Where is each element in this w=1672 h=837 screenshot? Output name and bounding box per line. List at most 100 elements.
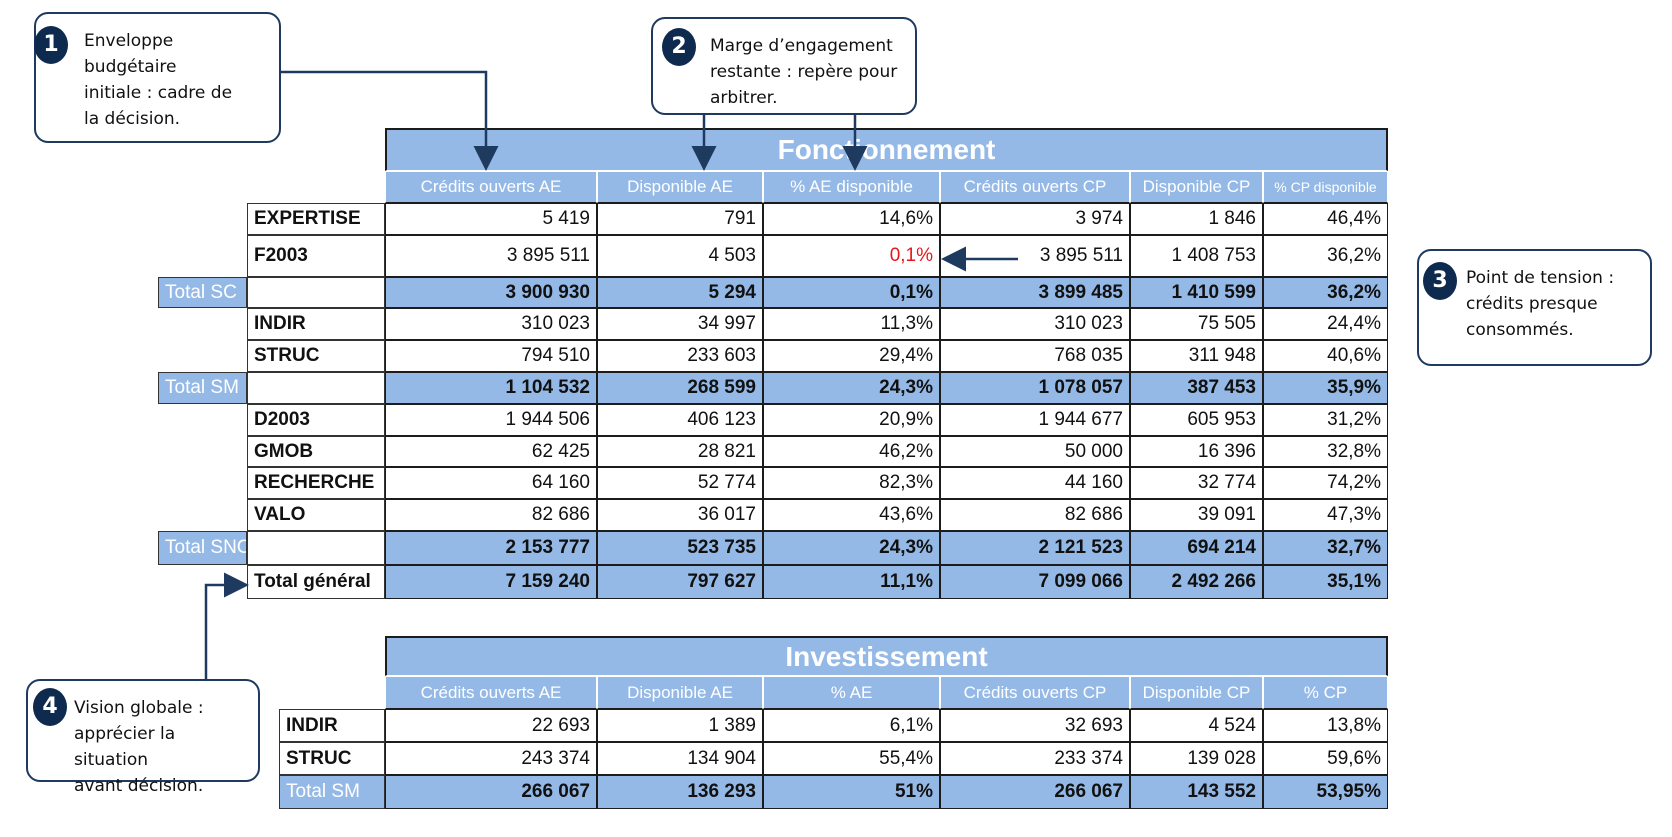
value-cell: 311 948: [1130, 340, 1263, 372]
value-cell: 2 153 777: [385, 531, 597, 565]
value-cell: 22 693: [385, 709, 597, 742]
value-cell: 59,6%: [1263, 742, 1388, 775]
value-cell: 32,7%: [1263, 531, 1388, 565]
row-label: INDIR: [279, 709, 385, 742]
value-cell: 139 028: [1130, 742, 1263, 775]
value-cell: 1 408 753: [1130, 235, 1263, 277]
label-cell: [247, 372, 385, 404]
table-title: Investissement: [385, 636, 1388, 676]
column-header: Disponible CP: [1130, 171, 1263, 203]
column-header: Crédits ouverts CP: [940, 171, 1130, 203]
value-cell: 136 293: [597, 775, 763, 809]
table-title: Fonctionnement: [385, 128, 1388, 171]
callout-number: 3: [1423, 262, 1457, 300]
value-cell: 143 552: [1130, 775, 1263, 809]
callout-text: initiale : cadre de: [84, 83, 233, 103]
column-header: % CP disponible: [1263, 171, 1388, 203]
value-cell: 47,3%: [1263, 499, 1388, 531]
value-cell: 266 067: [940, 775, 1130, 809]
label-cell: [247, 277, 385, 308]
value-cell: 3 899 485: [940, 277, 1130, 308]
value-cell: 11,3%: [763, 308, 940, 340]
value-cell: 797 627: [597, 565, 763, 599]
callout-text: crédits presque: [1466, 294, 1598, 314]
value-cell: 2 121 523: [940, 531, 1130, 565]
value-cell: 5 419: [385, 203, 597, 235]
value-cell: 1 846: [1130, 203, 1263, 235]
value-cell: 4 503: [597, 235, 763, 277]
callout-number: 2: [662, 28, 696, 66]
callout-text: apprécier la situation: [74, 724, 176, 770]
callout-text: Vision globale :: [74, 698, 204, 718]
callout: Vision globale : apprécier la situation av…: [26, 679, 260, 796]
value-cell: 46,2%: [763, 436, 940, 467]
value-cell: 24,3%: [763, 531, 940, 565]
label-cell: [247, 531, 385, 565]
row-label: EXPERTISE: [247, 203, 385, 235]
value-cell: 74,2%: [1263, 467, 1388, 499]
value-cell: 3 895 511: [385, 235, 597, 277]
value-cell: 387 453: [1130, 372, 1263, 404]
value-cell: 20,9%: [763, 404, 940, 436]
value-cell: 82 686: [940, 499, 1130, 531]
value-cell: 0,1%: [763, 277, 940, 308]
value-cell: 523 735: [597, 531, 763, 565]
value-cell: 2 492 266: [1130, 565, 1263, 599]
arrow: [204, 572, 249, 679]
value-cell: 233 603: [597, 340, 763, 372]
value-cell: 50 000: [940, 436, 1130, 467]
callout-text: Point de tension :: [1466, 268, 1615, 288]
value-cell: 53,95%: [1263, 775, 1388, 809]
value-cell: 32,8%: [1263, 436, 1388, 467]
column-header: % AE: [763, 676, 940, 709]
callout-text: avant décision.: [74, 776, 204, 796]
value-cell: 13,8%: [1263, 709, 1388, 742]
value-cell: 82,3%: [763, 467, 940, 499]
value-cell: 32 774: [1130, 467, 1263, 499]
value-cell: 3 895 511: [940, 235, 1130, 277]
row-label: STRUC: [247, 340, 385, 372]
value-cell: 791: [597, 203, 763, 235]
value-cell: 82 686: [385, 499, 597, 531]
value-cell: 46,4%: [1263, 203, 1388, 235]
value-cell: 134 904: [597, 742, 763, 775]
value-cell: 406 123: [597, 404, 763, 436]
row-label: Total SM: [158, 372, 247, 404]
callout-text: Marge d’engagement: [710, 36, 893, 56]
value-cell: 36,2%: [1263, 235, 1388, 277]
value-cell: 794 510: [385, 340, 597, 372]
column-header: Crédits ouverts AE: [385, 676, 597, 709]
row-label: Total général: [247, 565, 385, 599]
value-cell: 310 023: [940, 308, 1130, 340]
value-cell: 44 160: [940, 467, 1130, 499]
callout: Enveloppe budgétaire initiale : cadre de l…: [34, 12, 281, 143]
value-cell: 1 410 599: [1130, 277, 1263, 308]
value-cell: 268 599: [597, 372, 763, 404]
value-cell: 233 374: [940, 742, 1130, 775]
value-cell: 51%: [763, 775, 940, 809]
column-header: Disponible CP: [1130, 676, 1263, 709]
row-label: INDIR: [247, 308, 385, 340]
callout: Marge d’engagement restante : repère pour…: [651, 17, 917, 115]
value-cell: 1 944 506: [385, 404, 597, 436]
value-cell: 14,6%: [763, 203, 940, 235]
value-cell: 52 774: [597, 467, 763, 499]
value-cell: 24,4%: [1263, 308, 1388, 340]
value-cell: 75 505: [1130, 308, 1263, 340]
value-cell: 6,1%: [763, 709, 940, 742]
value-cell: 43,6%: [763, 499, 940, 531]
value-cell: 7 159 240: [385, 565, 597, 599]
callout-number: 4: [33, 688, 67, 726]
value-cell: 243 374: [385, 742, 597, 775]
row-label: RECHERCHE: [247, 467, 385, 499]
value-cell: 4 524: [1130, 709, 1263, 742]
value-cell: 1 944 677: [940, 404, 1130, 436]
value-cell: 24,3%: [763, 372, 940, 404]
value-cell: 35,1%: [1263, 565, 1388, 599]
callout-number: 1: [34, 26, 68, 64]
callout-text: consommés.: [1466, 320, 1574, 340]
value-cell: 36 017: [597, 499, 763, 531]
callout-text: Enveloppe budgétaire: [84, 31, 177, 77]
value-cell: 7 099 066: [940, 565, 1130, 599]
